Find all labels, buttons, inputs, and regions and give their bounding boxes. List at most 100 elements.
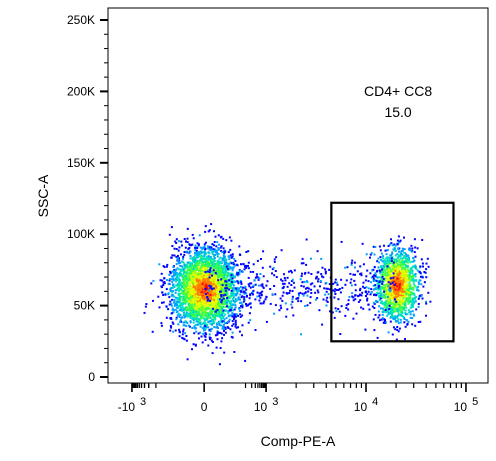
event-dot [178,268,181,271]
event-dot [388,299,390,302]
event-dot [322,276,325,279]
event-dot [203,329,205,332]
event-dot [236,264,239,267]
event-dot [407,274,410,277]
event-dot [217,292,220,294]
event-dot [151,330,154,333]
event-dot [414,324,417,327]
event-dot [212,289,215,292]
event-dot [237,314,239,317]
event-dot [189,316,192,319]
event-dot [274,293,277,296]
event-dot [189,299,192,302]
event-dot [411,270,414,272]
event-dot [370,291,373,294]
event-dot [185,309,188,312]
event-dot [406,322,409,325]
event-dot [273,285,276,287]
event-dot [180,307,182,309]
event-dot [383,288,386,291]
event-dot [218,269,221,272]
event-dot [304,287,307,290]
event-dot [384,249,387,252]
event-dot [385,311,388,314]
event-dot [238,287,241,290]
event-dot [209,294,212,296]
event-dot [227,312,230,314]
event-dot [163,282,166,285]
event-dot [398,306,401,309]
event-dot [389,289,392,292]
event-dot [237,326,240,329]
event-dot [229,297,232,300]
event-dot [203,269,206,272]
event-dot [209,322,212,325]
event-dot [401,264,404,266]
event-dot [209,317,212,320]
event-dot [410,291,413,294]
event-dot [281,294,284,297]
event-dot [383,294,385,297]
event-dot [398,259,401,262]
event-dot [404,302,407,305]
event-dot [200,262,203,265]
event-dot [229,287,232,290]
event-dot [275,276,278,278]
event-dot [161,301,163,304]
event-dot [178,315,181,318]
event-dot [255,273,258,276]
event-dot [217,282,220,285]
event-dot [362,307,365,310]
event-dot [384,321,387,324]
event-dot [427,291,430,294]
event-dot [351,295,354,298]
event-dot [225,301,228,304]
event-dot [205,296,207,299]
event-dot [392,276,395,279]
event-dot [304,291,307,294]
event-dot [415,286,418,289]
event-dot [411,316,414,319]
event-dot [219,331,222,334]
event-dot [220,313,223,315]
event-dot [204,338,207,341]
event-dot [345,279,348,282]
event-dot [384,293,387,296]
event-dot [394,244,397,247]
event-dot [385,283,388,286]
event-dot [188,324,190,327]
event-dot [179,270,182,273]
event-dot [411,302,414,305]
event-dot [362,281,365,284]
event-dot [236,273,239,276]
event-dot [199,317,202,320]
event-dot [247,303,250,306]
event-dot [389,309,392,312]
event-dot [199,256,202,259]
event-dot [185,311,188,314]
event-dot [231,255,234,258]
event-dot [175,275,178,278]
event-dot [357,300,360,303]
event-dot [382,264,385,267]
event-dot [261,283,264,286]
event-dot [232,293,235,296]
event-dot [415,279,418,282]
event-dot [160,322,163,325]
event-dot [165,265,168,268]
event-dot [376,336,379,339]
event-dot [204,230,207,233]
event-dot [197,294,199,296]
event-dot [395,287,398,290]
event-dot [382,255,385,258]
event-dot [194,313,197,316]
event-dot [188,300,191,302]
event-dot [212,307,214,310]
event-dot [359,299,362,302]
event-dot [315,298,317,301]
event-dot [373,253,376,256]
event-dot [386,309,389,312]
event-dot [396,328,399,331]
event-dot [194,315,197,318]
event-dot [200,268,203,271]
